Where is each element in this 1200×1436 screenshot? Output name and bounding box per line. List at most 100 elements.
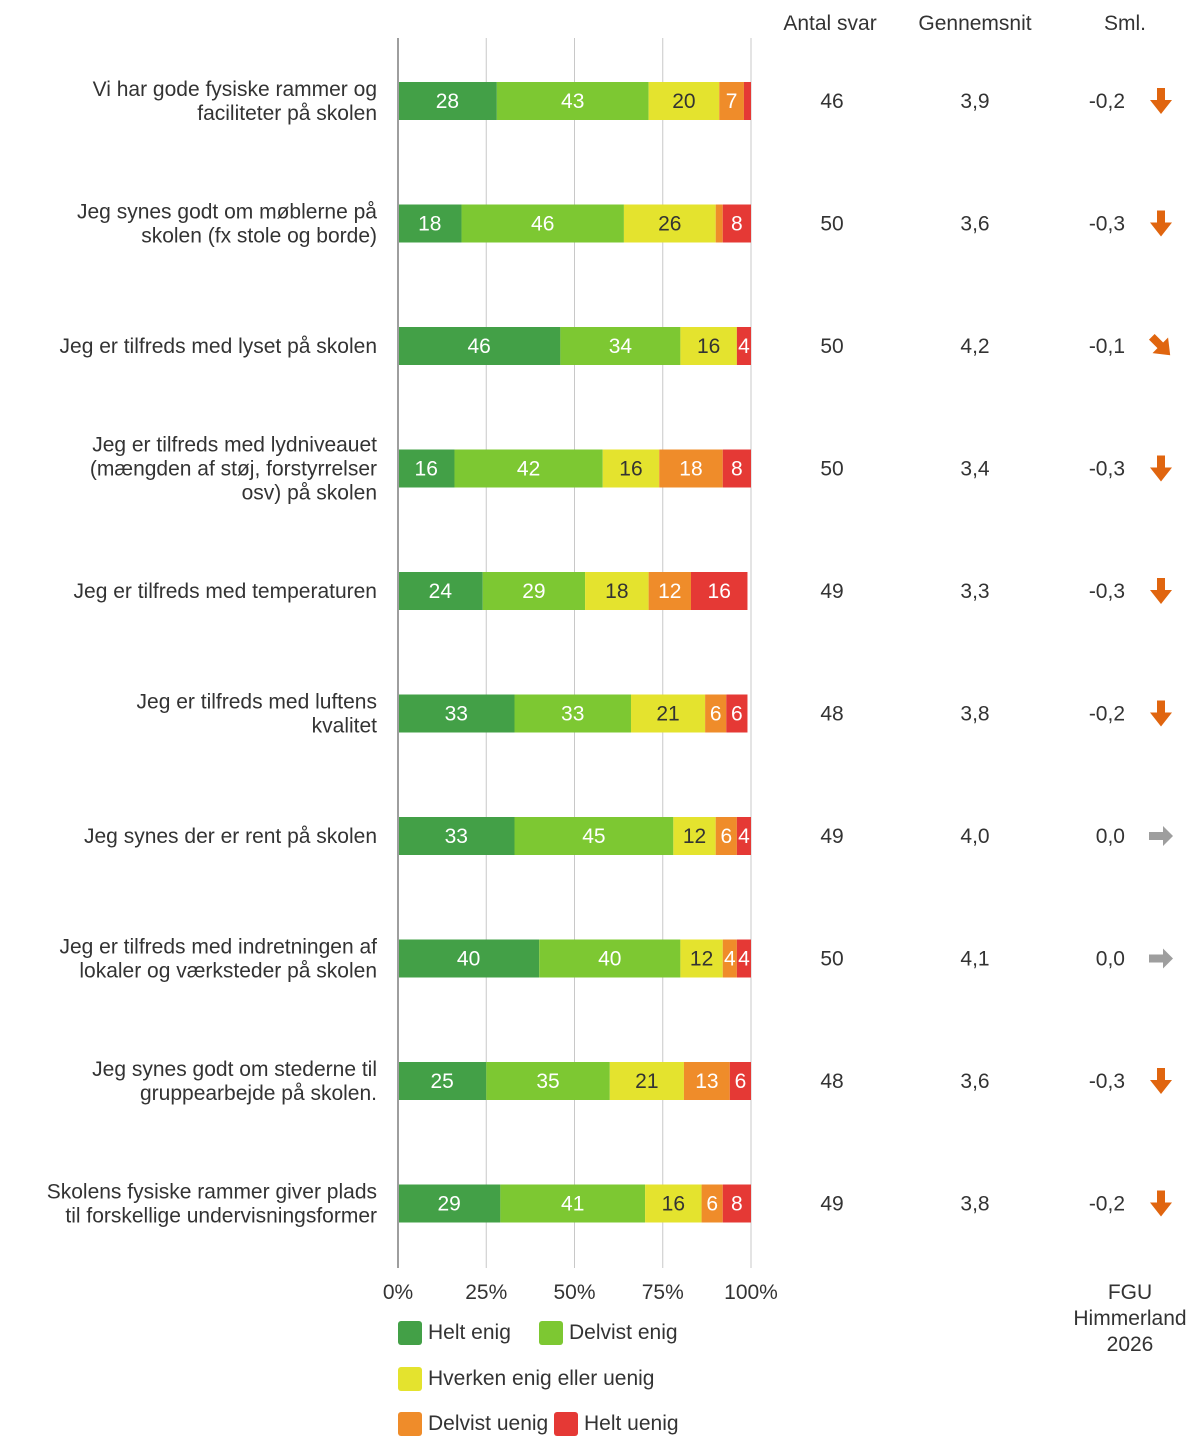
data-label: 26	[658, 213, 681, 236]
data-label: 20	[672, 90, 695, 113]
category-label: Jeg synes der er rent på skolen	[84, 825, 377, 848]
legend-swatch	[554, 1412, 578, 1436]
arrow-down-icon	[1150, 1068, 1172, 1094]
sml-value: -0,3	[1089, 580, 1125, 603]
data-label: 45	[582, 825, 605, 848]
data-label: 12	[690, 948, 713, 971]
legend-label: Helt enig	[428, 1321, 511, 1345]
legend-label: Helt uenig	[584, 1412, 679, 1436]
data-label: 33	[561, 703, 584, 726]
sml-value: -0,3	[1089, 1070, 1125, 1093]
category-label: Jeg er tilfreds med temperaturen	[74, 580, 377, 603]
gennemsnit-value: 3,9	[960, 90, 989, 113]
bar-segment	[744, 82, 751, 120]
arrow-down-icon	[1150, 88, 1172, 114]
data-label: 8	[731, 458, 743, 481]
legend-label: Hverken enig eller uenig	[428, 1367, 654, 1391]
footer-org: FGU Himmerland 2026	[1060, 1280, 1200, 1358]
data-label: 4	[738, 825, 750, 848]
legend-swatch	[398, 1321, 422, 1345]
footer-line: Himmerland	[1060, 1306, 1200, 1332]
data-label: 6	[710, 703, 722, 726]
antal-svar-value: 49	[820, 825, 843, 848]
arrow-down-icon	[1150, 578, 1172, 604]
x-tick-label: 100%	[724, 1281, 778, 1304]
category-label: Jeg synes godt om møblerne på skolen (fx …	[77, 201, 377, 248]
data-label: 28	[436, 90, 459, 113]
sml-value: 0,0	[1096, 948, 1125, 971]
bar-segment	[716, 205, 723, 243]
gennemsnit-value: 3,3	[960, 580, 989, 603]
data-label: 6	[720, 825, 732, 848]
category-label: Vi har gode fysiske rammer og faciliteter…	[93, 78, 377, 125]
data-label: 46	[468, 335, 491, 358]
arrow-down-icon	[1150, 701, 1172, 727]
antal-svar-value: 50	[820, 335, 843, 358]
footer-line: FGU	[1060, 1280, 1200, 1306]
data-label: 12	[683, 825, 706, 848]
data-label: 8	[731, 213, 743, 236]
sml-value: 0,0	[1096, 825, 1125, 848]
legend-item-hverken: Hverken enig eller uenig	[398, 1367, 654, 1391]
arrow-down-icon	[1150, 211, 1172, 237]
category-label: Jeg er tilfreds med lyset på skolen	[60, 335, 377, 358]
data-label: 18	[605, 580, 628, 603]
arrow-down-icon	[1150, 456, 1172, 482]
legend-item-delvist-enig: Delvist enig	[539, 1321, 678, 1345]
data-label: 21	[635, 1070, 658, 1093]
antal-svar-value: 48	[820, 703, 843, 726]
data-label: 29	[438, 1193, 461, 1216]
x-tick-label: 0%	[383, 1281, 413, 1304]
legend-label: Delvist enig	[569, 1321, 678, 1345]
data-label: 35	[536, 1070, 559, 1093]
legend-label: Delvist uenig	[428, 1412, 548, 1436]
data-label: 4	[738, 335, 750, 358]
data-label: 6	[731, 703, 743, 726]
data-label: 25	[430, 1070, 453, 1093]
antal-svar-value: 48	[820, 1070, 843, 1093]
footer-line: 2026	[1060, 1332, 1200, 1358]
data-label: 24	[429, 580, 453, 603]
legend-item-delvist-uenig: Delvist uenig	[398, 1412, 548, 1436]
gennemsnit-value: 3,8	[960, 1193, 989, 1216]
x-tick-label: 25%	[465, 1281, 507, 1304]
gennemsnit-value: 3,6	[960, 213, 989, 236]
data-label: 6	[706, 1193, 718, 1216]
data-label: 42	[517, 458, 540, 481]
antal-svar-value: 50	[820, 948, 843, 971]
data-label: 7	[726, 90, 738, 113]
legend-item-helt-uenig: Helt uenig	[554, 1412, 679, 1436]
sml-value: -0,3	[1089, 213, 1125, 236]
sml-value: -0,2	[1089, 1193, 1125, 1216]
sml-value: -0,2	[1089, 703, 1125, 726]
gennemsnit-value: 3,8	[960, 703, 989, 726]
data-label: 29	[522, 580, 545, 603]
arrow-down-right-icon	[1144, 329, 1178, 363]
category-label: Jeg er tilfreds med luftens kvalitet	[137, 691, 378, 738]
data-label: 18	[679, 458, 702, 481]
category-label: Jeg er tilfreds med indretningen af lokal…	[59, 936, 377, 983]
gennemsnit-value: 4,2	[960, 335, 989, 358]
sml-value: -0,1	[1089, 335, 1125, 358]
legend-swatch	[539, 1321, 563, 1345]
data-label: 16	[619, 458, 642, 481]
category-label: Jeg er tilfreds med lydniveauet (mængden …	[90, 434, 377, 505]
data-label: 18	[418, 213, 441, 236]
data-label: 4	[738, 948, 750, 971]
category-label: Jeg synes godt om stederne til gruppearbe…	[92, 1058, 377, 1105]
antal-svar-value: 46	[820, 90, 843, 113]
data-label: 13	[695, 1070, 718, 1093]
data-label: 33	[445, 703, 468, 726]
arrow-right-icon	[1149, 826, 1173, 846]
data-label: 16	[415, 458, 438, 481]
gennemsnit-value: 4,1	[960, 948, 989, 971]
x-tick-label: 75%	[642, 1281, 684, 1304]
data-label: 4	[724, 948, 736, 971]
gennemsnit-value: 3,6	[960, 1070, 989, 1093]
data-label: 6	[735, 1070, 747, 1093]
data-label: 34	[609, 335, 633, 358]
gennemsnit-value: 4,0	[960, 825, 989, 848]
data-label: 40	[598, 948, 621, 971]
data-label: 43	[561, 90, 584, 113]
